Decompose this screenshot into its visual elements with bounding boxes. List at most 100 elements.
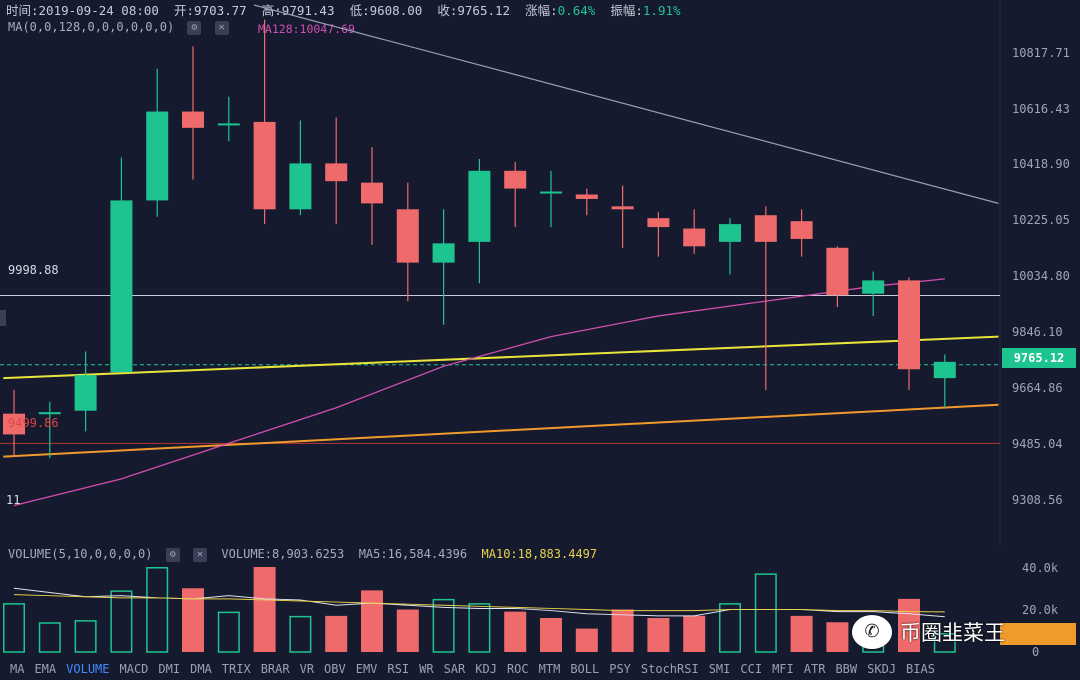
tab-stochrsi[interactable]: StochRSI	[640, 662, 699, 676]
tab-roc[interactable]: ROC	[506, 662, 529, 676]
tab-boll[interactable]: BOLL	[570, 662, 600, 676]
candle-1	[38, 401, 61, 459]
volume-bar-16	[575, 628, 598, 652]
tab-smi[interactable]: SMI	[708, 662, 731, 676]
volume-indicator-label: VOLUME(5,10,0,0,0,0)	[8, 547, 153, 561]
volume-value-badge	[1000, 623, 1076, 645]
tab-brar[interactable]: BRAR	[260, 662, 290, 676]
candle-14	[504, 161, 527, 228]
panel-collapse-handle[interactable]	[0, 310, 6, 326]
candle-0	[3, 389, 25, 456]
candle-17	[611, 185, 634, 248]
candle-body	[361, 182, 383, 204]
tab-skdj[interactable]: SKDJ	[867, 662, 897, 676]
axis-tick-8: 9308.56	[1012, 493, 1063, 507]
volume-chart[interactable]	[0, 560, 1000, 660]
candle-5	[182, 46, 204, 180]
axis-tick-6: 9664.86	[1012, 381, 1063, 395]
volume-bar-6	[217, 611, 240, 653]
ma5-value-label: MA5:16,584.4396	[358, 547, 468, 561]
volume-bar-20	[719, 603, 741, 653]
tab-sar[interactable]: SAR	[443, 662, 466, 676]
candle-21	[754, 206, 777, 390]
volume-bar-1	[38, 622, 61, 653]
volume-bar-13	[468, 603, 491, 653]
candle-body	[540, 191, 562, 194]
candle-12	[432, 209, 455, 325]
tab-ema[interactable]: EMA	[34, 662, 57, 676]
ohlc-info-bar: 时间:2019-09-24 08:00 开:9703.77 高:9791.43 …	[6, 0, 681, 19]
volume-bar-2	[74, 620, 97, 653]
tab-dmi[interactable]: DMI	[158, 662, 181, 676]
current-price-badge: 9765.12	[1002, 348, 1076, 368]
watermark-text: 币圈韭菜王	[900, 621, 1005, 645]
candle-24	[862, 271, 885, 316]
price-chart[interactable]	[0, 0, 1080, 545]
amplitude-prefix: 振幅:	[610, 3, 643, 18]
tab-bias[interactable]: BIAS	[906, 662, 935, 676]
volume-bar-14	[504, 611, 527, 652]
tab-emv[interactable]: EMV	[355, 662, 378, 676]
close-icon[interactable]: ✕	[192, 547, 207, 562]
candle-25	[898, 277, 920, 390]
volume-bar-11	[396, 609, 419, 652]
candle-3	[110, 157, 133, 373]
candle-20	[719, 218, 741, 275]
settings-icon[interactable]: ⚙	[165, 547, 180, 562]
tab-volume[interactable]: VOLUME	[66, 662, 110, 676]
candle-10	[361, 147, 383, 245]
level-label-left: 9998.88	[8, 263, 59, 277]
change-value: 0.64%	[557, 3, 596, 18]
candle-body	[289, 163, 312, 210]
tab-rsi[interactable]: RSI	[387, 662, 410, 676]
tab-wr[interactable]: WR	[419, 662, 434, 676]
candle-body	[647, 218, 670, 228]
tab-ma[interactable]: MA	[10, 662, 25, 676]
candle-body	[253, 121, 276, 210]
tab-mfi[interactable]: MFI	[772, 662, 794, 676]
ma-indicator-row: MA(0,0,128,0,0,0,0,0,0) ⚙ ✕	[8, 20, 229, 35]
tab-cci[interactable]: CCI	[740, 662, 763, 676]
volume-bar-4	[146, 567, 169, 653]
candle-19	[683, 209, 706, 254]
vol-tick-1: 20.0k	[1022, 603, 1059, 617]
candle-16	[575, 188, 598, 216]
volume-bar-22	[790, 615, 813, 652]
candle-26	[933, 354, 956, 408]
candle-13	[468, 158, 491, 284]
candle-body	[826, 247, 849, 296]
ma10-value-label: MA10:18,883.4497	[481, 547, 598, 561]
settings-icon[interactable]: ⚙	[187, 20, 202, 35]
tab-psy[interactable]: PSY	[609, 662, 631, 676]
candle-22	[790, 209, 813, 257]
volume-bar-10	[361, 590, 383, 652]
tab-atr[interactable]: ATR	[803, 662, 826, 676]
tab-mtm[interactable]: MTM	[538, 662, 561, 676]
watermark: ✆ 币圈韭菜王	[852, 614, 1005, 650]
tab-macd[interactable]: MACD	[119, 662, 149, 676]
low-label: 低:9608.00	[349, 3, 423, 18]
tab-obv[interactable]: OBV	[324, 662, 346, 676]
candle-body	[862, 280, 885, 294]
tab-bbw[interactable]: BBW	[835, 662, 858, 676]
volume-bar-15	[540, 618, 562, 652]
tab-dma[interactable]: DMA	[190, 662, 212, 676]
indicator-tabs: MA EMA VOLUME MACD DMI DMA TRIX BRAR VR OBV EMV RSI…	[0, 662, 1000, 680]
trendline-orange	[3, 403, 999, 458]
open-label: 开:9703.77	[174, 3, 247, 18]
candle-body	[790, 221, 813, 239]
wechat-icon: ✆	[852, 615, 892, 649]
close-icon[interactable]: ✕	[214, 20, 229, 35]
tab-vr[interactable]: VR	[299, 662, 315, 676]
axis-tick-7: 9485.04	[1012, 437, 1063, 451]
volume-bar-19	[683, 615, 706, 652]
candle-body	[575, 194, 598, 199]
axis-tick-4: 10034.80	[1012, 269, 1070, 283]
candle-4	[146, 68, 169, 217]
candle-body	[683, 228, 706, 247]
volume-bar-17	[611, 609, 634, 652]
tab-kdj[interactable]: KDJ	[475, 662, 497, 676]
candle-23	[826, 246, 849, 308]
tab-trix[interactable]: TRIX	[221, 662, 251, 676]
